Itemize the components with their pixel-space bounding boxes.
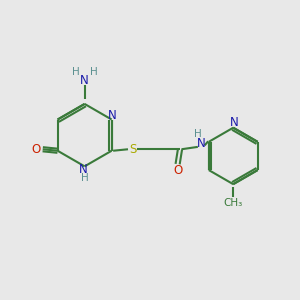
Text: H: H xyxy=(81,172,88,183)
Text: N: N xyxy=(80,74,89,87)
Text: CH₃: CH₃ xyxy=(224,198,243,208)
Text: S: S xyxy=(129,143,136,156)
Text: N: N xyxy=(230,116,239,129)
Text: H: H xyxy=(194,128,202,139)
Text: O: O xyxy=(173,164,182,178)
Text: N: N xyxy=(197,137,206,150)
Text: H: H xyxy=(90,67,98,77)
Text: N: N xyxy=(108,110,117,122)
Text: O: O xyxy=(32,143,41,156)
Text: H: H xyxy=(72,67,80,77)
Text: N: N xyxy=(79,164,88,176)
